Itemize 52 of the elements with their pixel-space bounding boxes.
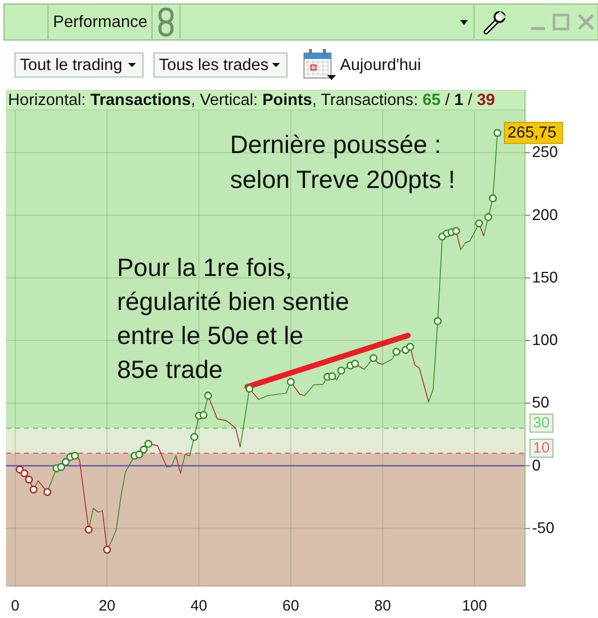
x-tick-label: 40 (190, 598, 208, 614)
text: Horizontal: Transactions, Vertical: Points, Transactions: 65 / 1 / 39 (8, 91, 495, 109)
x-tick-label: 0 (11, 598, 20, 614)
annotation: Pour la 1re fois, régularité bien sentie entre le 50e et le 85e trade (117, 254, 350, 384)
point (406, 342, 414, 351)
annotation: Dernière poussée : selon Treve 200pts ! (230, 131, 456, 194)
x-tick-label: 20 (98, 598, 116, 614)
point (286, 378, 295, 386)
chart-title: Performance (53, 13, 148, 31)
point (484, 213, 492, 222)
y-tick-label: 50 (532, 394, 550, 412)
x-tick-label: 80 (374, 598, 391, 614)
y-tick-label: 100 (532, 332, 558, 350)
point (452, 226, 460, 235)
ref-line-label: 30 (533, 414, 550, 432)
y-tick-label: 200 (532, 206, 558, 224)
point (245, 384, 254, 393)
point (204, 392, 212, 400)
x-tick-label: 100 (462, 598, 487, 614)
point (20, 469, 28, 478)
point (190, 433, 198, 441)
point (328, 372, 336, 380)
point (434, 317, 442, 326)
point (140, 446, 148, 454)
point (392, 348, 400, 356)
point (351, 360, 360, 368)
data-label: 265,75 (507, 124, 556, 142)
point (135, 450, 144, 458)
y-tick-label: 150 (532, 269, 558, 286)
text: Tous les trades (159, 56, 268, 74)
point (493, 128, 502, 137)
point (70, 452, 79, 460)
point (488, 194, 497, 202)
point (43, 488, 52, 496)
point (57, 463, 66, 471)
point (144, 440, 152, 448)
ref-line-label: 10 (533, 440, 550, 457)
point (337, 366, 346, 375)
x-tick-label: 60 (282, 598, 300, 614)
text: Tout le trading (20, 56, 122, 74)
y-tick-label: 250 (532, 144, 558, 162)
y-tick-label: 0 (532, 457, 541, 474)
point (369, 354, 378, 362)
y-tick-label: -50 (532, 520, 555, 537)
point (84, 526, 93, 534)
point (475, 219, 484, 228)
point (62, 458, 70, 466)
point (103, 546, 111, 554)
point (25, 476, 33, 484)
point (30, 486, 38, 494)
text: Aujourd'hui (340, 56, 421, 74)
point (200, 411, 208, 419)
